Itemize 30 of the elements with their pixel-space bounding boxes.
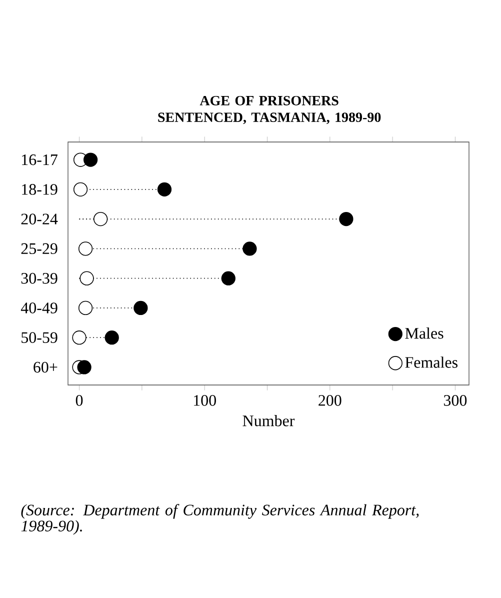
y-tick-label: 18-19 — [22, 184, 58, 195]
y-tick-label: 25-29 — [21, 243, 58, 254]
y-tick-label: 20-24 — [21, 214, 58, 224]
point — [77, 360, 92, 374]
point — [72, 330, 86, 345]
point — [339, 212, 354, 226]
point — [83, 152, 98, 167]
legend-label: Males — [405, 327, 444, 339]
point — [104, 330, 119, 345]
x-tick-label: 0 — [76, 395, 83, 406]
y-tick-label: 60+ — [34, 362, 58, 373]
chart-title: AGE OF PRISONERS SENTENCED, TASMANIA, 1989-90 — [158, 96, 381, 124]
point — [242, 242, 257, 256]
legend-label: Females — [405, 356, 458, 368]
point — [134, 300, 148, 316]
point — [78, 242, 93, 256]
y-tick-label: 30-39 — [21, 272, 58, 284]
text: (Source: Department of Community Services Annual Report, 1989-90). — [21, 504, 419, 535]
point — [157, 182, 172, 196]
x-axis-title: Number — [242, 414, 295, 426]
point — [94, 212, 108, 226]
y-tick-label: 40-49 — [20, 302, 58, 314]
x-tick-label: 200 — [318, 395, 342, 406]
y-tick-label: 50-59 — [22, 332, 58, 343]
point — [73, 182, 88, 196]
x-tick-label: 100 — [194, 395, 216, 406]
point — [221, 271, 236, 286]
point — [78, 300, 93, 316]
x-tick-label: 300 — [444, 395, 467, 406]
y-tick-label: 16-17 — [22, 154, 58, 166]
